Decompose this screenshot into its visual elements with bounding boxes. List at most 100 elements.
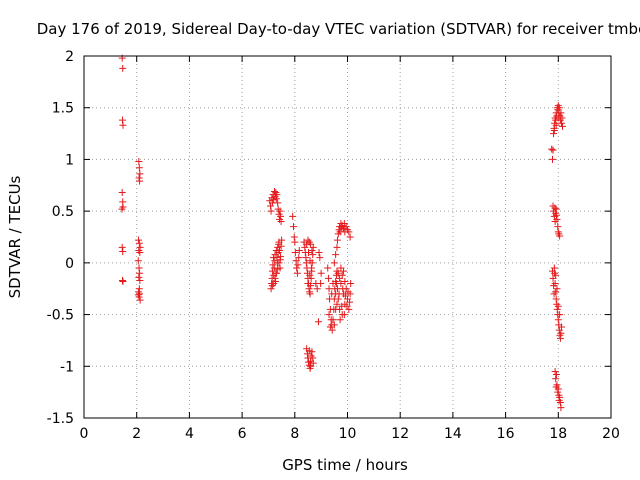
y-tick-label: 2 <box>65 49 74 65</box>
data-point <box>552 211 560 219</box>
data-point <box>294 261 302 269</box>
data-point <box>136 177 144 185</box>
data-point <box>550 264 558 272</box>
data-point <box>136 290 144 298</box>
data-point <box>135 164 143 172</box>
data-point <box>550 126 558 134</box>
data-point <box>338 224 346 232</box>
data-point <box>306 290 314 298</box>
data-point <box>551 367 559 375</box>
data-point <box>556 393 564 401</box>
x-tick-label: 4 <box>185 426 194 442</box>
data-point <box>345 228 353 236</box>
data-point <box>557 323 565 331</box>
data-point <box>334 295 342 303</box>
data-point <box>552 271 560 279</box>
data-point <box>276 207 284 215</box>
data-point <box>302 254 310 262</box>
data-point <box>347 280 355 288</box>
data-point <box>554 223 562 231</box>
data-point <box>270 280 278 288</box>
data-point <box>272 269 280 277</box>
data-point <box>277 217 285 225</box>
x-tick-label: 16 <box>497 426 515 442</box>
data-point <box>277 212 285 220</box>
x-tick-label: 18 <box>549 426 567 442</box>
data-point <box>333 285 341 293</box>
data-point <box>135 273 143 281</box>
data-point <box>135 264 143 272</box>
data-point <box>269 261 277 269</box>
data-point <box>334 269 342 277</box>
data-point <box>135 239 143 247</box>
data-point <box>330 321 338 329</box>
data-point <box>118 205 126 213</box>
data-point <box>340 267 348 275</box>
data-point <box>307 362 315 370</box>
data-point <box>307 274 315 282</box>
data-point <box>554 114 562 122</box>
x-tick-label: 8 <box>290 426 299 442</box>
data-point <box>548 145 556 153</box>
data-point <box>340 220 348 228</box>
data-point <box>554 385 562 393</box>
data-point <box>333 300 341 308</box>
data-point <box>333 243 341 251</box>
x-tick-label: 0 <box>80 426 89 442</box>
data-point <box>271 274 279 282</box>
y-tick-label: -1.5 <box>47 411 74 427</box>
x-tick-label: 6 <box>238 426 247 442</box>
data-point <box>267 285 275 293</box>
data-point <box>304 280 312 288</box>
data-point <box>325 274 333 282</box>
data-point <box>295 254 303 262</box>
data-point <box>550 130 558 138</box>
data-point <box>332 280 340 288</box>
data-point <box>291 249 299 257</box>
data-point <box>552 121 560 129</box>
data-point <box>119 121 127 129</box>
data-point <box>135 236 143 244</box>
data-point <box>552 288 560 296</box>
data-point <box>274 265 282 273</box>
data-point <box>274 199 282 207</box>
data-point <box>289 212 297 220</box>
data-point <box>553 285 561 293</box>
data-point <box>276 256 284 264</box>
data-point <box>305 249 313 257</box>
data-point <box>306 257 314 265</box>
data-point <box>335 290 343 298</box>
data-point <box>272 195 280 203</box>
plot-frame <box>83 55 612 419</box>
data-point <box>305 285 313 293</box>
data-point <box>340 311 348 319</box>
data-point <box>307 264 315 272</box>
data-point <box>278 236 286 244</box>
data-point <box>557 119 565 127</box>
data-point <box>305 361 313 369</box>
data-point <box>549 155 557 163</box>
data-point <box>559 122 567 130</box>
data-point <box>303 240 311 248</box>
data-point <box>309 251 317 259</box>
data-point <box>118 189 126 197</box>
y-tick-label: -1 <box>60 359 74 375</box>
data-point <box>553 305 561 313</box>
data-point <box>136 296 144 304</box>
data-point <box>118 116 126 124</box>
data-point <box>277 242 285 250</box>
data-point <box>556 232 564 240</box>
chart-title: Day 176 of 2019, Sidereal Day-to-day VTE… <box>37 20 640 38</box>
x-tick-label: 10 <box>339 426 357 442</box>
data-point <box>332 251 340 259</box>
data-point <box>134 257 142 265</box>
data-point <box>118 243 126 251</box>
data-point <box>555 396 563 404</box>
x-tick-label: 20 <box>602 426 620 442</box>
data-point <box>316 254 324 262</box>
data-point <box>324 264 332 272</box>
data-point <box>552 295 560 303</box>
data-point <box>315 249 323 257</box>
data-point <box>343 302 351 310</box>
data-point <box>315 318 323 326</box>
